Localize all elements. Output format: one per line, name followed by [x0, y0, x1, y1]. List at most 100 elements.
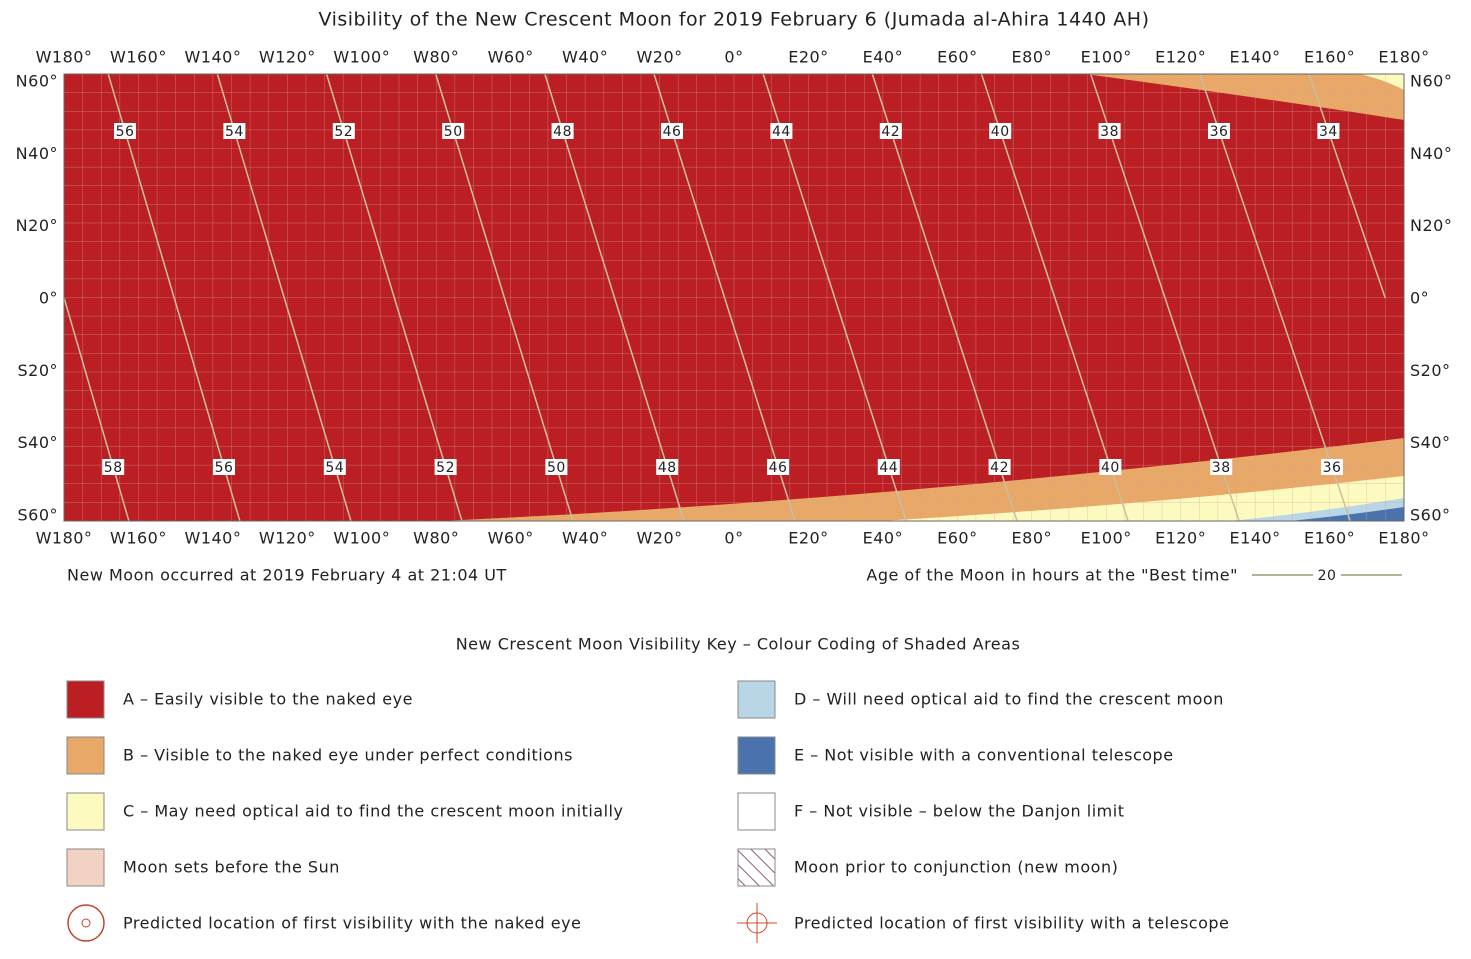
zone-c	[880, 476, 1404, 521]
contour-label-box	[442, 123, 465, 139]
age-contour	[1308, 74, 1386, 299]
key-label: B – Visible to the naked eye under perfe…	[123, 746, 573, 765]
age-contour	[1164, 297, 1240, 521]
lon-label: W160°	[110, 48, 167, 67]
contour-label: 50	[547, 460, 566, 476]
contour-label: 36	[1323, 460, 1342, 476]
age-contour	[1199, 74, 1276, 299]
contour-label-box	[988, 459, 1011, 475]
lon-label: E20°	[788, 48, 828, 67]
age-contour	[1054, 297, 1129, 521]
contour-label: 46	[663, 124, 682, 140]
grid	[64, 74, 1404, 521]
age-contours: 56 54 52 50 48 46 44 42 40 38 36 34 58 56 54 52 50 48 46 44…	[64, 74, 1386, 521]
lon-label: W20°	[636, 48, 682, 67]
age-contour	[723, 297, 796, 521]
lon-label: W80°	[413, 48, 459, 67]
lon-label: W80°	[413, 529, 459, 548]
age-contour	[653, 74, 726, 299]
key-label: F – Not visible – below the Danjon limit	[794, 802, 1124, 821]
lat-label: S60°	[17, 506, 58, 525]
age-contour	[980, 74, 1056, 299]
swatch-a	[66, 680, 105, 719]
lat-label: S20°	[17, 361, 58, 380]
lon-label: W180°	[36, 529, 93, 548]
age-contour	[1089, 74, 1166, 299]
age-contour	[762, 74, 836, 299]
contour-label: 34	[1319, 124, 1338, 140]
contour-label: 52	[334, 124, 353, 140]
age-contour	[283, 297, 352, 521]
lat-label: N60°	[16, 72, 58, 91]
zone-c-north	[1360, 74, 1404, 90]
age-contour	[613, 297, 685, 521]
naked-eye-symbol-dot	[81, 918, 91, 928]
key-label: Predicted location of first visibility w…	[123, 914, 581, 933]
swatch-e	[737, 736, 776, 775]
key-label: D – Will need optical aid to find the cr…	[794, 690, 1224, 709]
zone-b-north	[1085, 74, 1404, 120]
age-contour	[544, 74, 616, 299]
lon-label: E160°	[1304, 529, 1355, 548]
swatch-f	[737, 792, 776, 831]
age-contour	[503, 297, 574, 521]
key-label: Predicted location of first visibility w…	[794, 914, 1229, 933]
age-contour	[871, 74, 946, 299]
contour-label-box	[323, 459, 346, 475]
lon-label: E60°	[937, 529, 977, 548]
lon-label: E40°	[863, 48, 903, 67]
key-label: A – Easily visible to the naked eye	[123, 690, 413, 709]
contour-label-box	[332, 123, 355, 139]
lat-label: N40°	[16, 144, 58, 163]
zone-b	[440, 438, 1404, 521]
age-contour	[393, 297, 463, 521]
contour-label: 56	[116, 124, 135, 140]
contour-label: 44	[772, 124, 791, 140]
contour-label-box	[1098, 123, 1121, 139]
lon-label: E80°	[1012, 529, 1052, 548]
contour-label-box	[1099, 459, 1122, 475]
age-legend-label: Age of the Moon in hours at the "Best ti…	[866, 566, 1238, 585]
map: 56 54 52 50 48 46 44 42 40 38 36 34 58 56 54 52 50 48 46 44…	[64, 74, 1404, 521]
lon-label: E100°	[1081, 529, 1132, 548]
lat-label: S40°	[1410, 433, 1451, 452]
lon-label: W20°	[636, 529, 682, 548]
contour-label: 56	[215, 460, 234, 476]
lat-label: 0°	[39, 289, 58, 308]
contour-label-box	[1210, 459, 1233, 475]
contour-label-box	[213, 459, 235, 475]
swatch-d	[737, 680, 776, 719]
contour-label-box	[656, 459, 679, 475]
swatch-moonset	[66, 848, 105, 887]
contour-label-box	[545, 459, 568, 475]
contour-label-box	[989, 123, 1012, 139]
lon-label: E160°	[1304, 48, 1355, 67]
lon-label: E140°	[1230, 48, 1281, 67]
lon-label: W60°	[488, 48, 534, 67]
contour-label-box	[767, 459, 789, 475]
lon-label: W180°	[36, 48, 93, 67]
contour-label: 48	[553, 124, 572, 140]
new-moon-note: New Moon occurred at 2019 February 4 at …	[67, 566, 507, 585]
lon-label: E60°	[937, 48, 977, 67]
key-label: C – May need optical aid to find the cre…	[123, 802, 623, 821]
axis-labels: W180° W180° W160° W160° W140° W140° W120° W120°…	[16, 48, 1452, 548]
lon-label: W140°	[184, 529, 241, 548]
age-contour	[325, 74, 396, 299]
contour-label: 54	[225, 124, 244, 140]
lon-label: E120°	[1155, 529, 1206, 548]
contour-label-box	[114, 123, 136, 139]
swatch-c	[66, 792, 105, 831]
lat-label: N40°	[1410, 144, 1452, 163]
contour-label: 52	[436, 460, 455, 476]
contour-label: 54	[325, 460, 344, 476]
contour-label: 48	[658, 460, 677, 476]
key-swatches	[66, 680, 777, 943]
age-contour	[834, 297, 907, 521]
key-label: Moon prior to conjunction (new moon)	[794, 858, 1118, 877]
contour-label: 40	[991, 124, 1010, 140]
contour-label-box	[223, 123, 246, 139]
age-contour	[107, 74, 175, 299]
lat-label: S40°	[17, 433, 58, 452]
title: Visibility of the New Crescent Moon for …	[319, 9, 1150, 31]
